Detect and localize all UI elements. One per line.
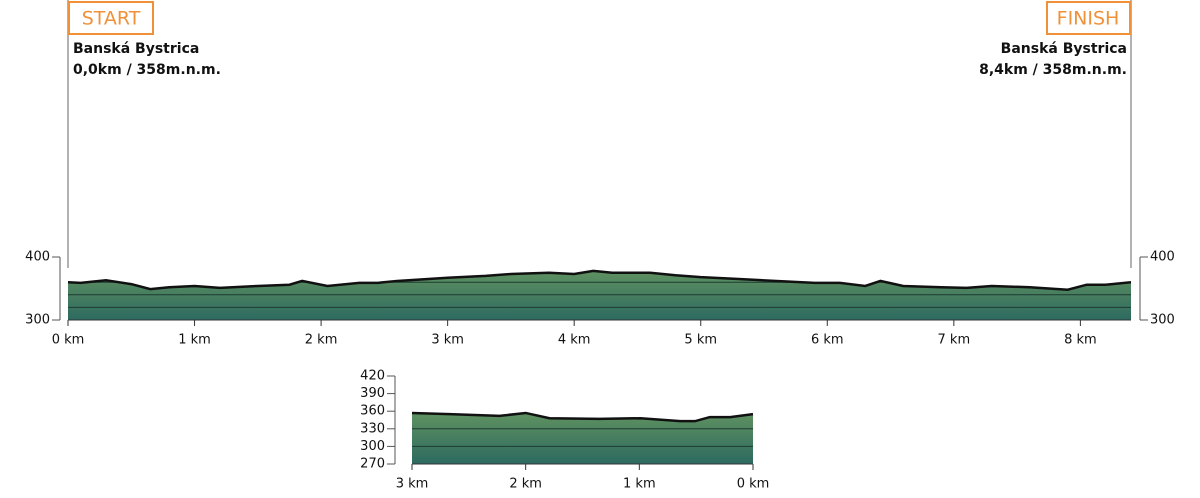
start-place: Banská Bystrica: [73, 41, 199, 57]
x-tick-label: 0 km: [737, 477, 770, 492]
x-tick-label: 4 km: [558, 333, 591, 348]
y-tick-label: 300: [25, 313, 50, 328]
y-tick-label: 400: [1150, 250, 1175, 265]
start-label: START: [82, 8, 141, 30]
y-tick-label: 300: [360, 439, 385, 454]
x-tick-label: 2 km: [509, 477, 542, 492]
finish-info: 8,4km / 358m.n.m.: [979, 62, 1127, 78]
x-tick-label: 6 km: [811, 333, 844, 348]
start-badge: [68, 1, 154, 35]
y-tick-label: 390: [360, 386, 385, 401]
x-tick-label: 5 km: [684, 333, 717, 348]
profile-line: [67, 269, 1132, 292]
start-info: 0,0km / 358m.n.m.: [73, 62, 221, 78]
x-tick-label: 1 km: [178, 333, 211, 348]
profile-line: [411, 411, 754, 423]
x-tick-label: 7 km: [938, 333, 971, 348]
area: [68, 270, 1131, 320]
y-tick-label: 360: [360, 404, 385, 419]
x-tick-label: 1 km: [623, 477, 656, 492]
area: [412, 412, 753, 464]
finish-badge: [1046, 1, 1131, 35]
x-tick-label: 3 km: [431, 333, 464, 348]
finish-label: FINISH: [1057, 8, 1120, 30]
y-tick-label: 420: [360, 369, 385, 384]
x-tick-label: 3 km: [396, 477, 429, 492]
x-tick-label: 2 km: [305, 333, 338, 348]
y-tick-label: 400: [25, 250, 50, 265]
y-tick-label: 300: [1150, 313, 1175, 328]
y-tick-label: 330: [360, 421, 385, 436]
finish-place: Banská Bystrica: [1001, 41, 1127, 57]
x-tick-label: 8 km: [1064, 333, 1097, 348]
y-tick-label: 270: [360, 457, 385, 472]
x-tick-label: 0 km: [52, 333, 85, 348]
